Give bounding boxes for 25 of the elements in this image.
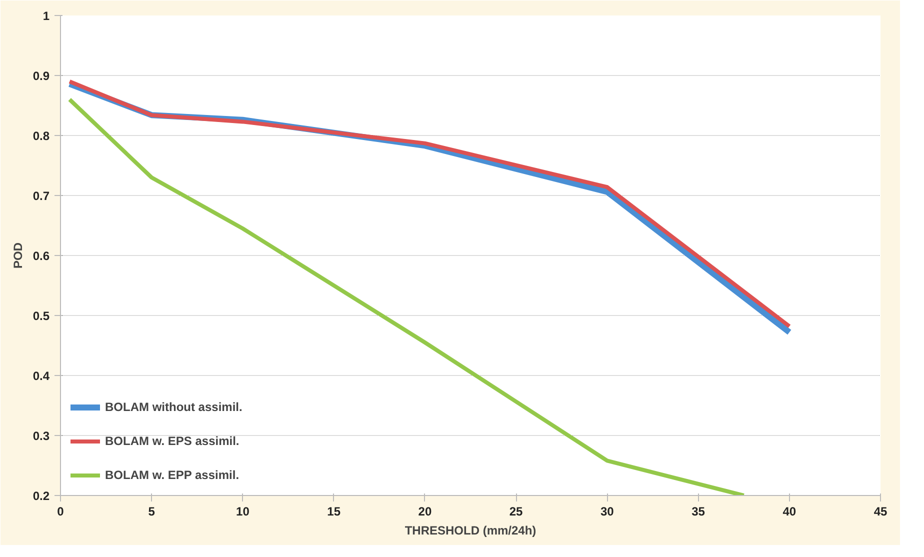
y-tick-label: 0.3 (32, 429, 50, 443)
line-series (68, 98, 746, 496)
y-tick-label: 0.2 (32, 489, 50, 503)
y-tick-label: 1 (42, 9, 50, 23)
y-tick-label: 0.9 (32, 69, 50, 83)
y-axis-title: POD (10, 242, 25, 268)
x-tick-label: 30 (600, 504, 614, 518)
y-tick-label: 0.6 (32, 249, 50, 263)
x-tick-label: 15 (327, 504, 341, 518)
y-tick-label: 0.8 (32, 129, 50, 143)
y-tick-label: 0.4 (32, 369, 50, 383)
legend-label: BOLAM without assimil. (105, 400, 242, 414)
x-axis-title: THRESHOLD (mm/24h) (404, 524, 536, 538)
legend-label: BOLAM w. EPS assimil. (105, 434, 240, 448)
x-tick-label: 10 (236, 504, 250, 518)
x-tick-label: 5 (148, 504, 156, 518)
y-tick-label: 0.5 (32, 309, 50, 323)
x-tick-label: 35 (692, 504, 706, 518)
x-tick-label: 45 (874, 504, 888, 518)
x-tick-label: 0 (57, 504, 64, 518)
y-tick-label: 0.7 (32, 189, 50, 203)
x-tick-label: 40 (782, 504, 796, 518)
x-tick-label: 20 (418, 504, 432, 518)
x-tick-label: 25 (509, 504, 524, 518)
legend-label: BOLAM w. EPP assimil. (105, 468, 240, 482)
